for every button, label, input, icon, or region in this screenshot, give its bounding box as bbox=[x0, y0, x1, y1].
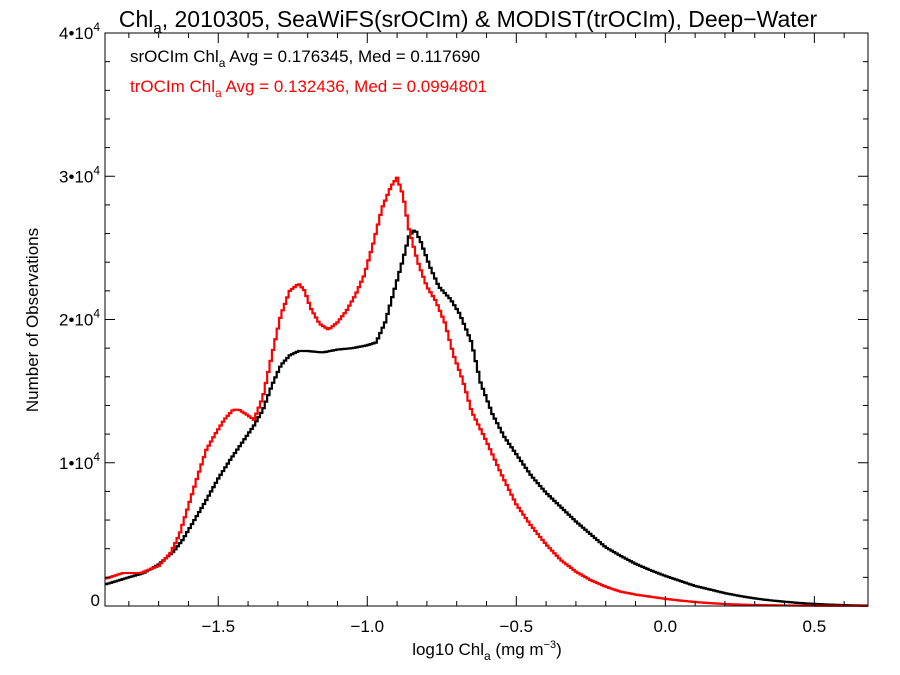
series-1-line bbox=[105, 176, 868, 607]
x-tick-label: 0.0 bbox=[654, 617, 678, 636]
series-0-line bbox=[105, 229, 868, 607]
x-tick-label: 0.5 bbox=[803, 617, 827, 636]
y-tick-label: 1•104 bbox=[59, 450, 100, 473]
annotation-sroc: srOCIm Chla Avg = 0.176345, Med = 0.1176… bbox=[130, 47, 480, 70]
x-axis-label: log10 Chla (mg m−3) bbox=[412, 639, 562, 663]
plot-frame bbox=[104, 32, 869, 607]
y-tick-label: 2•104 bbox=[59, 307, 100, 330]
x-tick-label: −1.0 bbox=[351, 617, 385, 636]
y-tick-label: 3•104 bbox=[59, 163, 100, 186]
x-tick-label: −1.5 bbox=[201, 617, 235, 636]
y-tick-label: 4•104 bbox=[59, 20, 100, 43]
series-layer bbox=[105, 176, 868, 607]
y-axis-label: Number of Observations bbox=[23, 228, 42, 412]
y-tick-label: 0 bbox=[91, 591, 100, 610]
ticks-layer: −1.5 −1.0 −0.5 0.0 0.5 0 1•104 2•104 3•104 4•104 bbox=[59, 20, 868, 636]
chart-title: Chla, 2010305, SeaWiFS(srOCIm) & MODIST(… bbox=[119, 6, 818, 37]
annotation-troc: trOCIm Chla Avg = 0.132436, Med = 0.0994… bbox=[130, 77, 487, 100]
x-tick-label: −0.5 bbox=[500, 617, 534, 636]
